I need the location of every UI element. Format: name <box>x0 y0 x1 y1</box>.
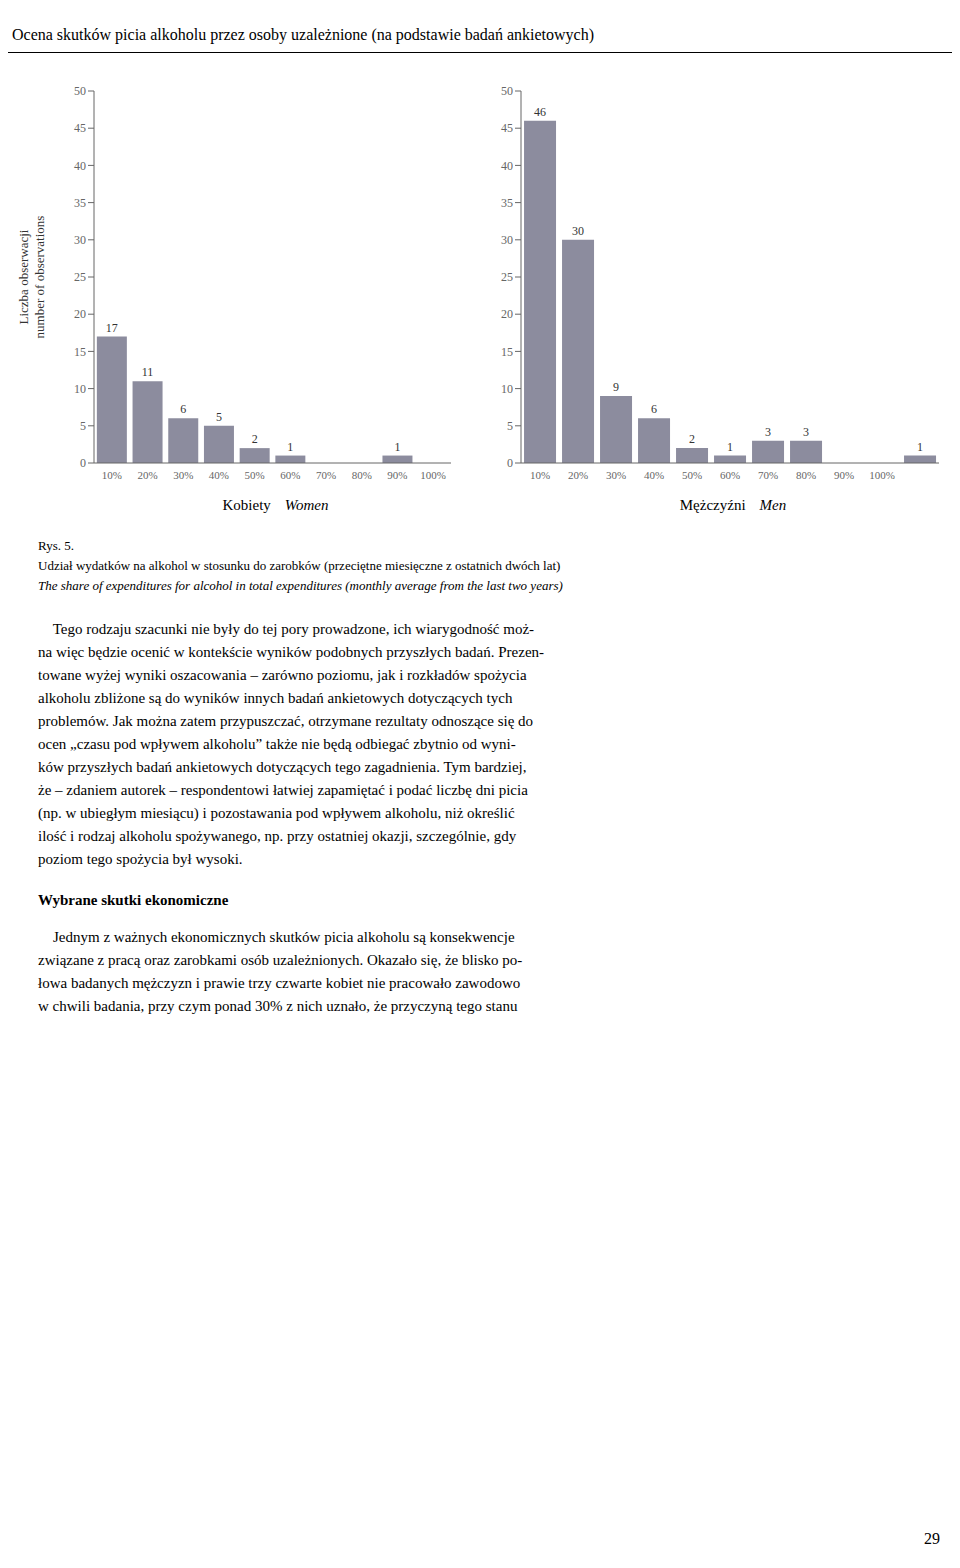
svg-text:10: 10 <box>501 382 513 396</box>
svg-text:20: 20 <box>501 307 513 321</box>
svg-text:2: 2 <box>689 432 695 446</box>
svg-text:9: 9 <box>613 380 619 394</box>
svg-text:5: 5 <box>216 410 222 424</box>
svg-text:2: 2 <box>252 432 258 446</box>
html-text:Jednym z ważnych ekonomicznych: Jednym z ważnych ekonomicznych skutków p… <box>38 929 515 945</box>
svg-text:40: 40 <box>501 159 513 173</box>
svg-text:17: 17 <box>106 321 118 335</box>
svg-text:90%: 90% <box>834 469 854 481</box>
svg-text:5: 5 <box>507 419 513 433</box>
svg-text:3: 3 <box>765 425 771 439</box>
html-text:(np. w ubiegłym miesiącu) i po: (np. w ubiegłym miesiącu) i pozostawania… <box>38 805 515 821</box>
html-text:ków przyszłych badań ankietowy: ków przyszłych badań ankietowych dotyczą… <box>38 759 527 775</box>
svg-text:45: 45 <box>74 121 86 135</box>
svg-text:5: 5 <box>80 419 86 433</box>
svg-text:30: 30 <box>74 233 86 247</box>
svg-text:20%: 20% <box>568 469 588 481</box>
html-text:Women: Women <box>284 497 329 513</box>
html-text:The share of expenditures for: The share of expenditures for alcohol in… <box>38 578 563 593</box>
svg-text:6: 6 <box>180 402 186 416</box>
svg-text:40%: 40% <box>644 469 664 481</box>
html-text:towane wyżej wyniki oszacowani: towane wyżej wyniki oszacowania – zarówn… <box>38 667 527 683</box>
svg-text:60%: 60% <box>280 469 300 481</box>
svg-text:45: 45 <box>501 121 513 135</box>
svg-text:10%: 10% <box>102 469 122 481</box>
html-text:Udział wydatków na alkohol w s: Udział wydatków na alkohol w stosunku do… <box>38 558 561 573</box>
svg-text:30: 30 <box>572 224 584 238</box>
svg-text:70%: 70% <box>758 469 778 481</box>
svg-text:Liczba obserwacjinumber of obs: Liczba obserwacjinumber of observations <box>16 216 47 339</box>
svg-text:20: 20 <box>74 307 86 321</box>
svg-text:100%: 100% <box>869 469 895 481</box>
svg-text:1: 1 <box>727 440 733 454</box>
html-text:Rys. 5.: Rys. 5. <box>38 538 74 553</box>
html-text:Mężczyźni: Mężczyźni <box>679 497 746 513</box>
svg-text:1: 1 <box>394 440 400 454</box>
html-text:w chwili badania, przy czym po: w chwili badania, przy czym ponad 30% z … <box>38 998 518 1014</box>
svg-text:20%: 20% <box>137 469 157 481</box>
html-text:związane z pracą oraz zarobkam: związane z pracą oraz zarobkami osób uza… <box>38 952 523 968</box>
svg-text:80%: 80% <box>796 469 816 481</box>
html-text:Men: Men <box>759 497 787 513</box>
html-text:na więc będzie ocenić w kontek: na więc będzie ocenić w kontekście wynik… <box>38 644 545 660</box>
svg-text:15: 15 <box>74 345 86 359</box>
svg-text:40%: 40% <box>209 469 229 481</box>
svg-text:90%: 90% <box>387 469 407 481</box>
svg-text:30%: 30% <box>173 469 193 481</box>
svg-text:1: 1 <box>917 440 923 454</box>
svg-text:15: 15 <box>501 345 513 359</box>
svg-text:10: 10 <box>74 382 86 396</box>
svg-text:35: 35 <box>74 196 86 210</box>
html-text:Kobiety: Kobiety <box>222 497 271 513</box>
svg-text:11: 11 <box>142 365 154 379</box>
html-text:poziom tego spożycia był wysok: poziom tego spożycia był wysoki. <box>38 851 243 867</box>
html-text:że – zdaniem autorek – respond: że – zdaniem autorek – respondentowi łat… <box>38 782 528 798</box>
svg-text:30%: 30% <box>606 469 626 481</box>
html-text:alkoholu zbliżone są do wynikó: alkoholu zbliżone są do wyników innych b… <box>38 690 513 706</box>
svg-text:50: 50 <box>74 84 86 98</box>
svg-text:6: 6 <box>651 402 657 416</box>
html-text:Wybrane skutki ekonomiczne: Wybrane skutki ekonomiczne <box>38 892 229 908</box>
svg-text:25: 25 <box>501 270 513 284</box>
html-text:ocen „czasu pod wpływem alkoho: ocen „czasu pod wpływem alkoholu” także … <box>38 736 516 752</box>
svg-text:50: 50 <box>501 84 513 98</box>
svg-text:40: 40 <box>74 159 86 173</box>
svg-text:60%: 60% <box>720 469 740 481</box>
svg-text:3: 3 <box>803 425 809 439</box>
svg-text:35: 35 <box>501 196 513 210</box>
html-text:Ocena skutków picia alkoholu p: Ocena skutków picia alkoholu przez osoby… <box>12 26 594 43</box>
html-text:ilość i rodzaj alkoholu spożyw: ilość i rodzaj alkoholu spożywanego, np.… <box>38 828 517 844</box>
svg-text:46: 46 <box>534 105 546 119</box>
html-text:problemów. Jak można zatem prz: problemów. Jak można zatem przypuszczać,… <box>38 713 534 729</box>
svg-text:0: 0 <box>80 456 86 470</box>
svg-text:1: 1 <box>287 440 293 454</box>
svg-text:30: 30 <box>501 233 513 247</box>
html-text:łowa badanych mężczyzn i prawi: łowa badanych mężczyzn i prawie trzy czw… <box>38 975 521 991</box>
svg-text:70%: 70% <box>316 469 336 481</box>
svg-text:0: 0 <box>507 456 513 470</box>
svg-text:10%: 10% <box>530 469 550 481</box>
svg-text:50%: 50% <box>245 469 265 481</box>
svg-text:50%: 50% <box>682 469 702 481</box>
svg-text:25: 25 <box>74 270 86 284</box>
html-text:Tego rodzaju szacunki nie były: Tego rodzaju szacunki nie były do tej po… <box>38 621 534 637</box>
html-text:29: 29 <box>924 1530 940 1547</box>
svg-text:100%: 100% <box>420 469 446 481</box>
svg-text:80%: 80% <box>352 469 372 481</box>
